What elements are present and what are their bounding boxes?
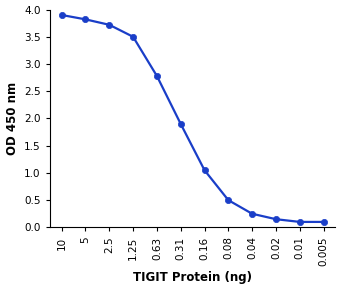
X-axis label: TIGIT Protein (ng): TIGIT Protein (ng) (133, 271, 252, 284)
Y-axis label: OD 450 nm: OD 450 nm (5, 82, 18, 155)
